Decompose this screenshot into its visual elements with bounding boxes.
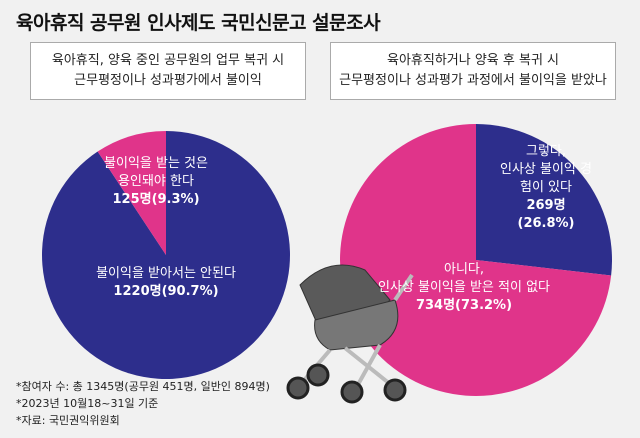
notes: *참여자 수: 총 1345명(공무원 451명, 일반인 894명) *202… <box>16 378 270 429</box>
category-label: 그렇다, 인사상 불이익 경험이 있다 <box>500 144 592 195</box>
stroller-wheel <box>286 376 310 400</box>
slice-label: 불이익을 받아서는 안된다 1220명(90.7%) <box>96 265 236 301</box>
slice-label: 그렇다, 인사상 불이익 경험이 있다 269명(26.8%) <box>499 143 593 233</box>
value-label: 734명(73.2%) <box>415 298 513 313</box>
slice-label: 아니다, 인사상 불이익을 받은 적이 없다 734명(73.2%) <box>378 261 550 315</box>
category-label: 아니다, 인사상 불이익을 받은 적이 없다 <box>377 262 551 295</box>
value-label: 125명(9.3%) <box>112 192 200 207</box>
value-label: 269명(26.8%) <box>517 198 575 231</box>
category-label: 불이익을 받아서는 안된다 <box>96 266 236 281</box>
note: *참여자 수: 총 1345명(공무원 451명, 일반인 894명) <box>16 380 270 393</box>
value-label: 1220명(90.7%) <box>113 284 219 299</box>
slice-label: 불이익을 받는 것은 용인돼야 한다 125명(9.3%) <box>104 155 208 209</box>
pie-slice <box>97 131 166 255</box>
subtitle: 육아휴직하거나 양육 후 복귀 시 근무평정이나 성과평가 과정에서 불이익을 … <box>330 42 616 100</box>
stroller-wheel <box>306 363 330 387</box>
stroller-wheel <box>383 378 407 402</box>
title: 육아휴직 공무원 인사제도 국민신문고 설문조사 <box>16 12 381 34</box>
stroller-illustration <box>286 264 414 404</box>
note: *2023년 10월18~31일 기준 <box>16 397 159 410</box>
note: *자료: 국민권익위원회 <box>16 414 120 427</box>
subtitle: 육아휴직, 양육 중인 공무원의 업무 복귀 시 근무평정이나 성과평가에서 불… <box>30 42 306 100</box>
pie-slice <box>476 124 612 276</box>
category-label: 불이익을 받는 것은 용인돼야 한다 <box>104 156 208 189</box>
pie-slice <box>340 124 612 396</box>
stroller-wheel <box>340 380 364 404</box>
